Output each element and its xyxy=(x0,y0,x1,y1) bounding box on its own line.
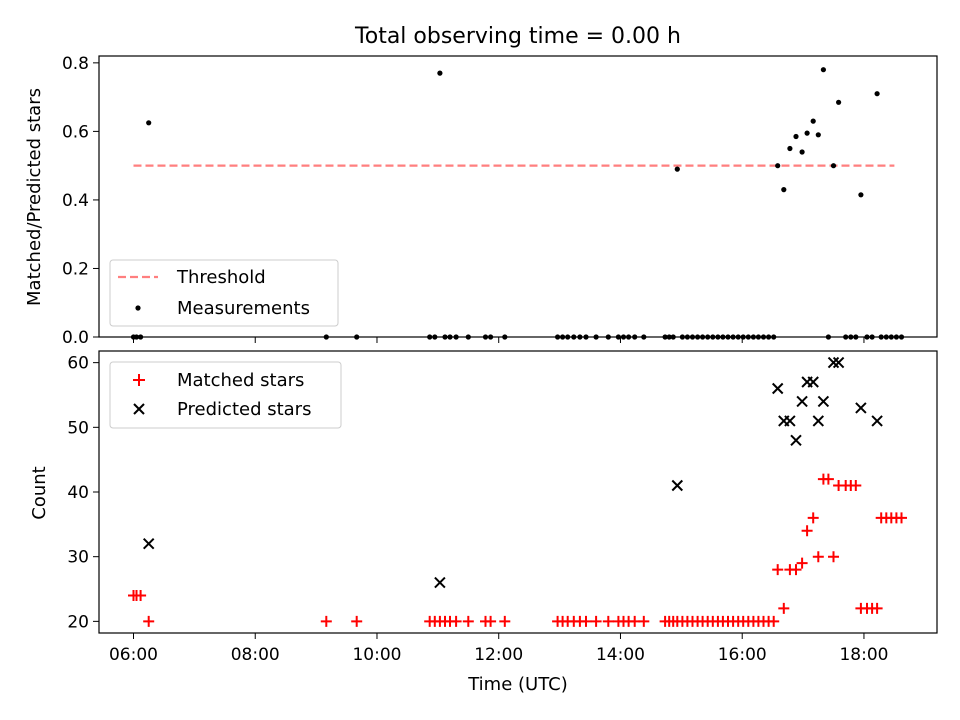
top-x-ticks xyxy=(132,337,865,343)
measurement-point xyxy=(874,91,880,97)
measurement-point xyxy=(836,99,842,105)
matched-point xyxy=(351,615,363,627)
predicted-legend-label: Predicted stars xyxy=(177,399,311,420)
matched-point xyxy=(896,512,907,524)
top-y-tick-label: 0.8 xyxy=(62,54,89,74)
measurement-point xyxy=(804,130,810,136)
measurement-point xyxy=(437,70,443,76)
measurements-legend-swatch xyxy=(135,305,141,311)
predicted-point xyxy=(142,537,155,550)
matched-point xyxy=(807,512,819,524)
measurements-legend-label: Measurements xyxy=(177,298,310,319)
bottom-x-tick-label: 10:00 xyxy=(352,645,401,665)
predicted-point xyxy=(855,402,867,414)
matched-point xyxy=(772,564,784,576)
top-y-axis-label: Matched/Predicted stars xyxy=(24,88,45,306)
bottom-legend-box xyxy=(109,361,342,429)
chart-title: Total observing time = 0.00 h xyxy=(354,24,681,49)
predicted-point xyxy=(817,395,830,408)
predicted-point xyxy=(871,415,883,427)
matched-point xyxy=(462,615,474,627)
bottom-x-tick-label: 18:00 xyxy=(839,645,888,665)
predicted-point xyxy=(434,576,446,589)
bottom-x-tick-label: 14:00 xyxy=(596,645,645,665)
x-axis-label: Time (UTC) xyxy=(467,674,568,695)
predicted-point xyxy=(796,395,808,408)
bottom-y-tick-label: 40 xyxy=(67,483,89,503)
bottom-y-axis: 20 30 40 50 60 xyxy=(67,354,99,632)
predicted-point xyxy=(832,356,845,369)
matched-point xyxy=(143,615,155,627)
top-y-tick-label: 0.2 xyxy=(62,259,89,279)
predicted-point xyxy=(827,356,840,369)
matched-point xyxy=(822,473,834,485)
predicted-point xyxy=(812,415,825,427)
measurement-point xyxy=(146,120,152,126)
matched-point xyxy=(778,602,790,614)
bottom-x-tick-label: 06:00 xyxy=(109,645,158,665)
measurement-point xyxy=(815,132,821,138)
predicted-point xyxy=(790,434,802,447)
bottom-legend: Matched stars Predicted stars xyxy=(109,361,342,429)
top-legend-box xyxy=(109,259,339,327)
matched-point xyxy=(850,480,862,491)
top-legend: Threshold Measurements xyxy=(109,259,339,327)
measurement-point xyxy=(799,149,805,155)
measurement-point xyxy=(810,118,816,124)
bottom-plot-area xyxy=(128,356,907,627)
bottom-y-tick-label: 60 xyxy=(67,354,89,374)
matched-point xyxy=(135,590,147,601)
predicted-point xyxy=(784,415,796,427)
matched-point xyxy=(828,551,839,563)
bottom-x-axis: 06:00 08:00 10:00 12:00 14:00 16:00 18:00 xyxy=(109,633,888,665)
measurement-point xyxy=(775,163,781,169)
bottom-y-tick-label: 50 xyxy=(67,418,89,438)
bottom-y-tick-label: 30 xyxy=(67,548,89,568)
measurement-point xyxy=(787,145,793,152)
top-y-tick-label: 0.0 xyxy=(62,328,89,348)
bottom-x-tick-label: 16:00 xyxy=(718,645,767,665)
top-y-tick-label: 0.6 xyxy=(62,122,89,142)
measurement-point xyxy=(674,166,680,172)
matched-point xyxy=(590,615,602,627)
matched-point xyxy=(450,615,462,627)
matched-point xyxy=(812,551,824,563)
predicted-point xyxy=(807,376,819,388)
top-y-axis: 0.0 0.2 0.4 0.6 0.8 xyxy=(62,54,99,348)
predicted-legend-swatch xyxy=(133,403,145,415)
matched-point xyxy=(320,615,332,627)
bottom-y-axis-label: Count xyxy=(29,466,50,519)
measurement-point xyxy=(793,133,799,140)
matched-point xyxy=(768,615,780,627)
matched-point xyxy=(801,525,813,537)
bottom-y-tick-label: 20 xyxy=(67,612,89,632)
top-y-tick-label: 0.4 xyxy=(62,191,89,211)
measurement-point xyxy=(830,163,837,169)
matched-point xyxy=(485,615,497,627)
matched-point xyxy=(796,557,808,569)
top-axes-frame xyxy=(98,55,938,338)
matched-point xyxy=(602,615,614,627)
matched-legend-swatch xyxy=(133,374,145,386)
bottom-x-tick-label: 12:00 xyxy=(474,645,523,665)
predicted-point xyxy=(771,382,784,395)
measurement-point xyxy=(820,67,827,73)
predicted-point xyxy=(671,479,684,492)
matched-point xyxy=(790,564,802,576)
bottom-x-tick-label: 08:00 xyxy=(231,645,280,665)
bottom-panel: 20 30 40 50 60 06:00 08:00 10:00 12:00 14:00 16:0… xyxy=(29,350,938,695)
top-panel: 0.00.20.40.60.8 Matched/Predicted stars … xyxy=(24,54,938,348)
threshold-legend-label: Threshold xyxy=(176,267,266,288)
measurement-point xyxy=(781,187,787,193)
matched-point xyxy=(871,602,883,614)
matched-point xyxy=(499,615,511,627)
measurement-point xyxy=(858,192,864,198)
matched-legend-label: Matched stars xyxy=(177,370,304,391)
matched-point xyxy=(580,615,592,627)
matched-point xyxy=(638,615,650,627)
